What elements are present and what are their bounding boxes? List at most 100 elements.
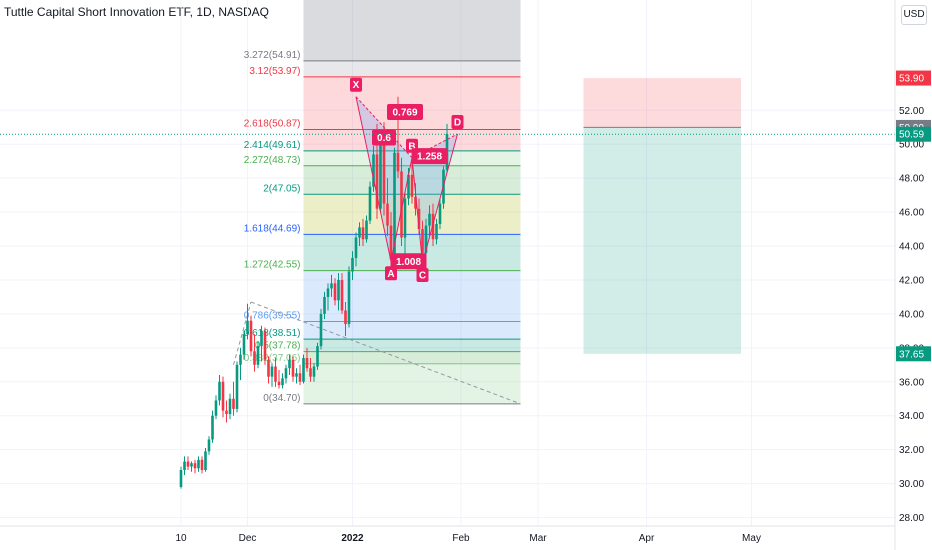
- short-position-tool[interactable]: [583, 78, 742, 354]
- candle-body: [228, 398, 232, 415]
- time-tick-label: Apr: [639, 533, 655, 544]
- fib-zone: [303, 60, 521, 77]
- candle-body: [424, 225, 428, 253]
- candle: [354, 232, 358, 267]
- candle: [193, 459, 197, 474]
- price-tick-label: 40.00: [899, 309, 924, 320]
- pattern-point-marker: [451, 115, 464, 130]
- profit-target-zone: [583, 127, 741, 354]
- candle: [361, 218, 365, 247]
- candle-body: [319, 313, 323, 347]
- pattern-ratio-label: 1.008: [396, 257, 421, 268]
- candle: [218, 374, 221, 406]
- candle-body: [309, 368, 312, 377]
- time-tick-label: Dec: [239, 533, 257, 544]
- chart-title: Tuttle Capital Short Innovation ETF, 1D,…: [4, 5, 269, 19]
- price-tick-label: 42.00: [899, 275, 924, 286]
- fib-level-label: 0(34.70): [263, 393, 300, 404]
- candle-body: [242, 334, 246, 355]
- candle-body: [298, 373, 302, 382]
- price-axis[interactable]: 28.0030.0032.0034.0036.0038.0040.0042.00…: [894, 0, 931, 550]
- candle-body: [333, 283, 337, 301]
- candle: [242, 330, 246, 360]
- candle: [386, 178, 389, 236]
- currency-selector[interactable]: USD: [901, 5, 927, 25]
- candle-body: [221, 381, 225, 411]
- candle: [302, 354, 305, 384]
- candle: [298, 364, 302, 386]
- candle-body: [200, 459, 204, 471]
- candle-body: [372, 154, 375, 187]
- candle-body: [403, 198, 407, 238]
- candle: [197, 456, 200, 472]
- price-tick-label: 48.00: [899, 174, 924, 185]
- candle: [179, 466, 183, 489]
- candle-body: [270, 366, 274, 377]
- candle-body: [235, 364, 239, 409]
- candle-body: [204, 451, 207, 471]
- fib-level-label: 2(47.05): [263, 183, 300, 194]
- dashed-trend-line: [233, 301, 252, 365]
- candle-body: [277, 381, 281, 386]
- fib-zone: [303, 339, 521, 352]
- fib-level-label: 3.272(54.91): [244, 50, 301, 61]
- candle-body: [438, 203, 442, 224]
- pattern-ratio-box: [390, 253, 427, 270]
- candle: [214, 395, 218, 420]
- candle: [326, 283, 330, 311]
- pattern-point-marker: [416, 268, 429, 282]
- candle: [274, 358, 277, 387]
- pattern-ratio-box: [411, 148, 448, 165]
- candle-body: [382, 140, 386, 204]
- candle-body: [340, 279, 344, 311]
- fib-level-label: 0.5(37.78): [255, 341, 301, 352]
- candle-body: [218, 381, 221, 401]
- pattern-ratio-label: 0.6: [377, 133, 391, 144]
- fib-zone: [303, 363, 521, 404]
- candle-body: [386, 203, 389, 226]
- candle: [438, 198, 442, 230]
- price-tag-label: 53.90: [899, 74, 924, 85]
- pattern-point-label: X: [353, 80, 360, 91]
- candle: [186, 456, 190, 471]
- fib-zone: [303, 351, 521, 364]
- price-tick-label: 52.00: [899, 106, 924, 117]
- candle: [253, 334, 256, 372]
- candle-body: [281, 378, 284, 386]
- pattern-ratio-box: [387, 103, 423, 120]
- harmonic-pattern[interactable]: X A B C D 0.769 0.6 1.258 1.008: [350, 77, 464, 282]
- candle-body: [274, 366, 277, 382]
- candle: [428, 205, 431, 236]
- stop-loss-zone: [583, 78, 741, 128]
- price-tag: [896, 70, 931, 86]
- price-tick-label: 46.00: [899, 208, 924, 219]
- time-axis[interactable]: 10 Dec 2022 Feb Mar Apr May: [0, 525, 895, 544]
- candle-body: [361, 227, 365, 240]
- candle: [221, 376, 225, 418]
- candle-body: [323, 296, 326, 314]
- candle-body: [190, 463, 193, 467]
- candle-body: [197, 459, 200, 469]
- candle-body: [295, 373, 298, 377]
- fib-level-label: 0.786(39.55): [244, 311, 301, 322]
- candles: [179, 96, 449, 489]
- candle: [365, 215, 368, 243]
- time-tick-label: 10: [175, 533, 187, 544]
- candle: [239, 347, 242, 381]
- candle-body: [284, 368, 288, 379]
- candle-body: [344, 310, 347, 325]
- candle-body: [375, 154, 379, 209]
- candle: [347, 266, 351, 328]
- fib-zone: [303, 321, 521, 340]
- candle: [421, 220, 424, 260]
- candle-body: [232, 398, 235, 409]
- dashed-trend-line: [250, 301, 521, 405]
- candle: [235, 361, 239, 413]
- fib-extension-zones: [303, 0, 521, 404]
- price-tag-label: 37.65: [899, 349, 924, 360]
- candle-body: [179, 470, 183, 487]
- candle-body: [246, 320, 249, 335]
- price-tick-label: 32.00: [899, 445, 924, 456]
- candle-body: [400, 171, 403, 238]
